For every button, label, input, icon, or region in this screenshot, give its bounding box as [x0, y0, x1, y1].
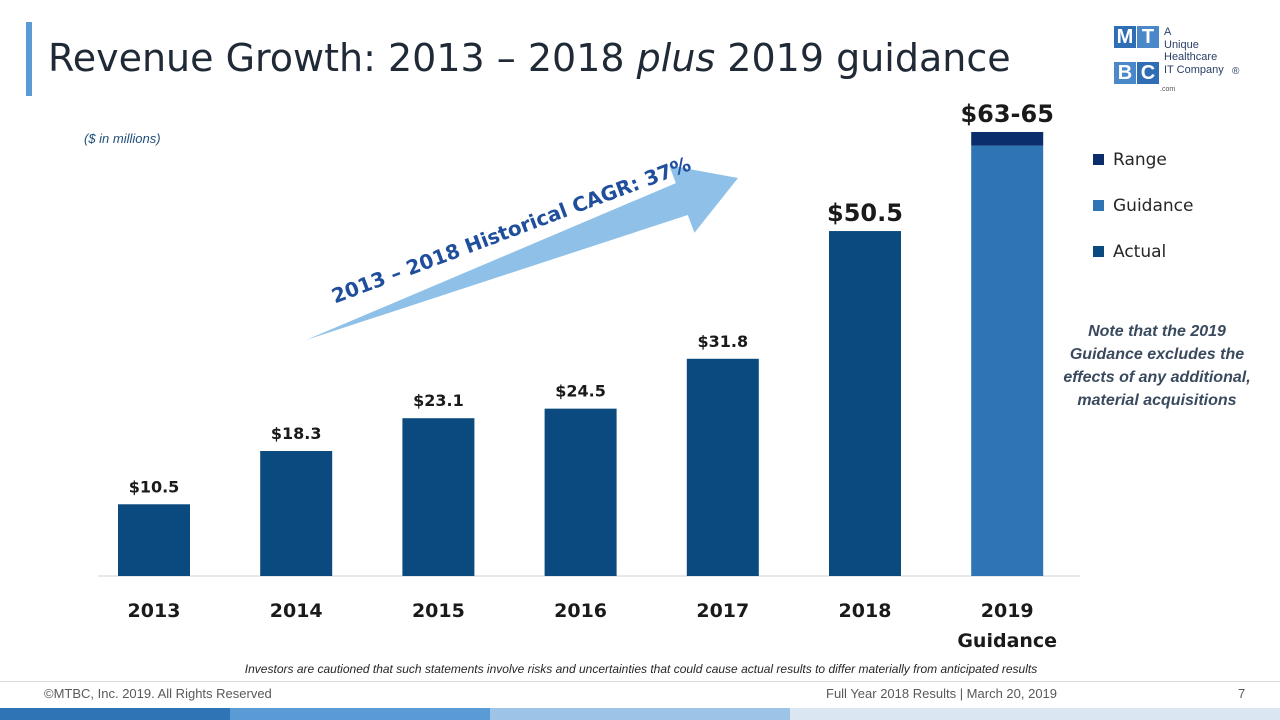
disclaimer: Investors are cautioned that such statem…	[0, 662, 1280, 676]
disclaimer-text: Investors are cautioned that such statem…	[244, 662, 1038, 676]
title-part2: 2019 guidance	[715, 36, 1011, 80]
bar-range-6	[971, 132, 1044, 146]
category-label-2: 2015	[412, 600, 465, 622]
data-label-3: $24.5	[555, 382, 606, 401]
logo-letter-m: M	[1114, 26, 1136, 48]
legend-label-guidance: Guidance	[1113, 196, 1193, 216]
category-label-5: 2018	[839, 600, 892, 622]
footer-bar	[0, 708, 1280, 720]
bar-actual-4	[686, 358, 759, 576]
footer-bar-segment-dark	[0, 708, 230, 720]
logo-tagline: A Unique Healthcare IT Company	[1164, 26, 1224, 76]
bar-guidance-6	[971, 145, 1044, 576]
legend-swatch-guidance	[1093, 200, 1104, 211]
legend-swatch-range	[1093, 154, 1104, 165]
data-label-4: $31.8	[697, 332, 748, 351]
category-label-1: 2014	[270, 600, 323, 622]
logo-letter-c: C	[1137, 62, 1159, 84]
category-label-0: 2013	[128, 600, 181, 622]
footer-copyright: ©MTBC, Inc. 2019. All Rights Reserved	[44, 686, 272, 701]
data-label-1: $18.3	[271, 424, 322, 443]
category-label-4: 2017	[696, 600, 749, 622]
logo-letter-t: T	[1137, 26, 1159, 48]
bar-actual-1	[260, 450, 333, 576]
logo-letter-b: B	[1114, 62, 1136, 84]
bar-actual-5	[829, 231, 901, 577]
guidance-note: Note that the 2019 Guidance excludes the…	[1063, 323, 1251, 409]
footer-bar-segment-mid	[230, 708, 490, 720]
data-label-2: $23.1	[413, 391, 464, 410]
units-note: ($ in millions)	[84, 131, 161, 146]
legend-swatch-actual	[1093, 246, 1104, 257]
footer-presentation-info: Full Year 2018 Results | March 20, 2019	[826, 686, 1058, 701]
category-label-6-line1: Guidance	[957, 630, 1057, 652]
page-title: Revenue Growth: 2013 – 2018 plus 2019 gu…	[48, 36, 1011, 80]
logo-registered-mark: ®	[1232, 66, 1240, 77]
cagr-arrow: 2013 – 2018 Historical CAGR: 37%	[306, 152, 738, 340]
logo-dotcom: .com	[1160, 86, 1176, 93]
title-italic: plus	[636, 36, 716, 80]
data-label-5: $50.5	[827, 199, 903, 227]
bar-actual-0	[118, 504, 190, 576]
legend-label-range: Range	[1113, 150, 1167, 170]
cagr-arrow-shape	[306, 165, 738, 340]
title-part1: Revenue Growth: 2013 – 2018	[48, 36, 637, 80]
data-label-6: $63-65	[960, 100, 1053, 128]
category-label-6-line0: 2019	[981, 600, 1034, 622]
footer-bar-segment-light	[490, 708, 790, 720]
legend-label-actual: Actual	[1113, 242, 1166, 262]
footer-divider	[0, 681, 1280, 682]
title-accent-bar	[26, 22, 32, 96]
bar-actual-3	[544, 408, 617, 576]
data-label-0: $10.5	[129, 477, 180, 496]
bar-actual-2	[402, 418, 475, 576]
page-number: 7	[1238, 686, 1246, 701]
mtbc-logo: M T B C A Unique Healthcare IT Company ®…	[1114, 26, 1254, 100]
category-label-3: 2016	[554, 600, 607, 622]
